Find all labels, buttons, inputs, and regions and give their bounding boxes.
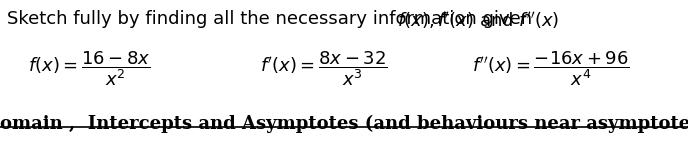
Text: omain ,  Intercepts and Asymptotes (and behaviours near asymptotes) |: omain , Intercepts and Asymptotes (and b… [0, 115, 688, 134]
Text: Sketch fully by finding all the necessary information given: Sketch fully by finding all the necessar… [7, 10, 538, 28]
Text: $f'(x) = \dfrac{8x-32}{x^3}$: $f'(x) = \dfrac{8x-32}{x^3}$ [259, 49, 387, 88]
Text: $f(x) = \dfrac{16-8x}{x^2}$: $f(x) = \dfrac{16-8x}{x^2}$ [28, 49, 151, 88]
Text: $f''(x) = \dfrac{-16x+96}{x^4}$: $f''(x) = \dfrac{-16x+96}{x^4}$ [471, 49, 630, 88]
Text: $f(x), f'(x)$ and $f''(x)$: $f(x), f'(x)$ and $f''(x)$ [397, 10, 559, 31]
